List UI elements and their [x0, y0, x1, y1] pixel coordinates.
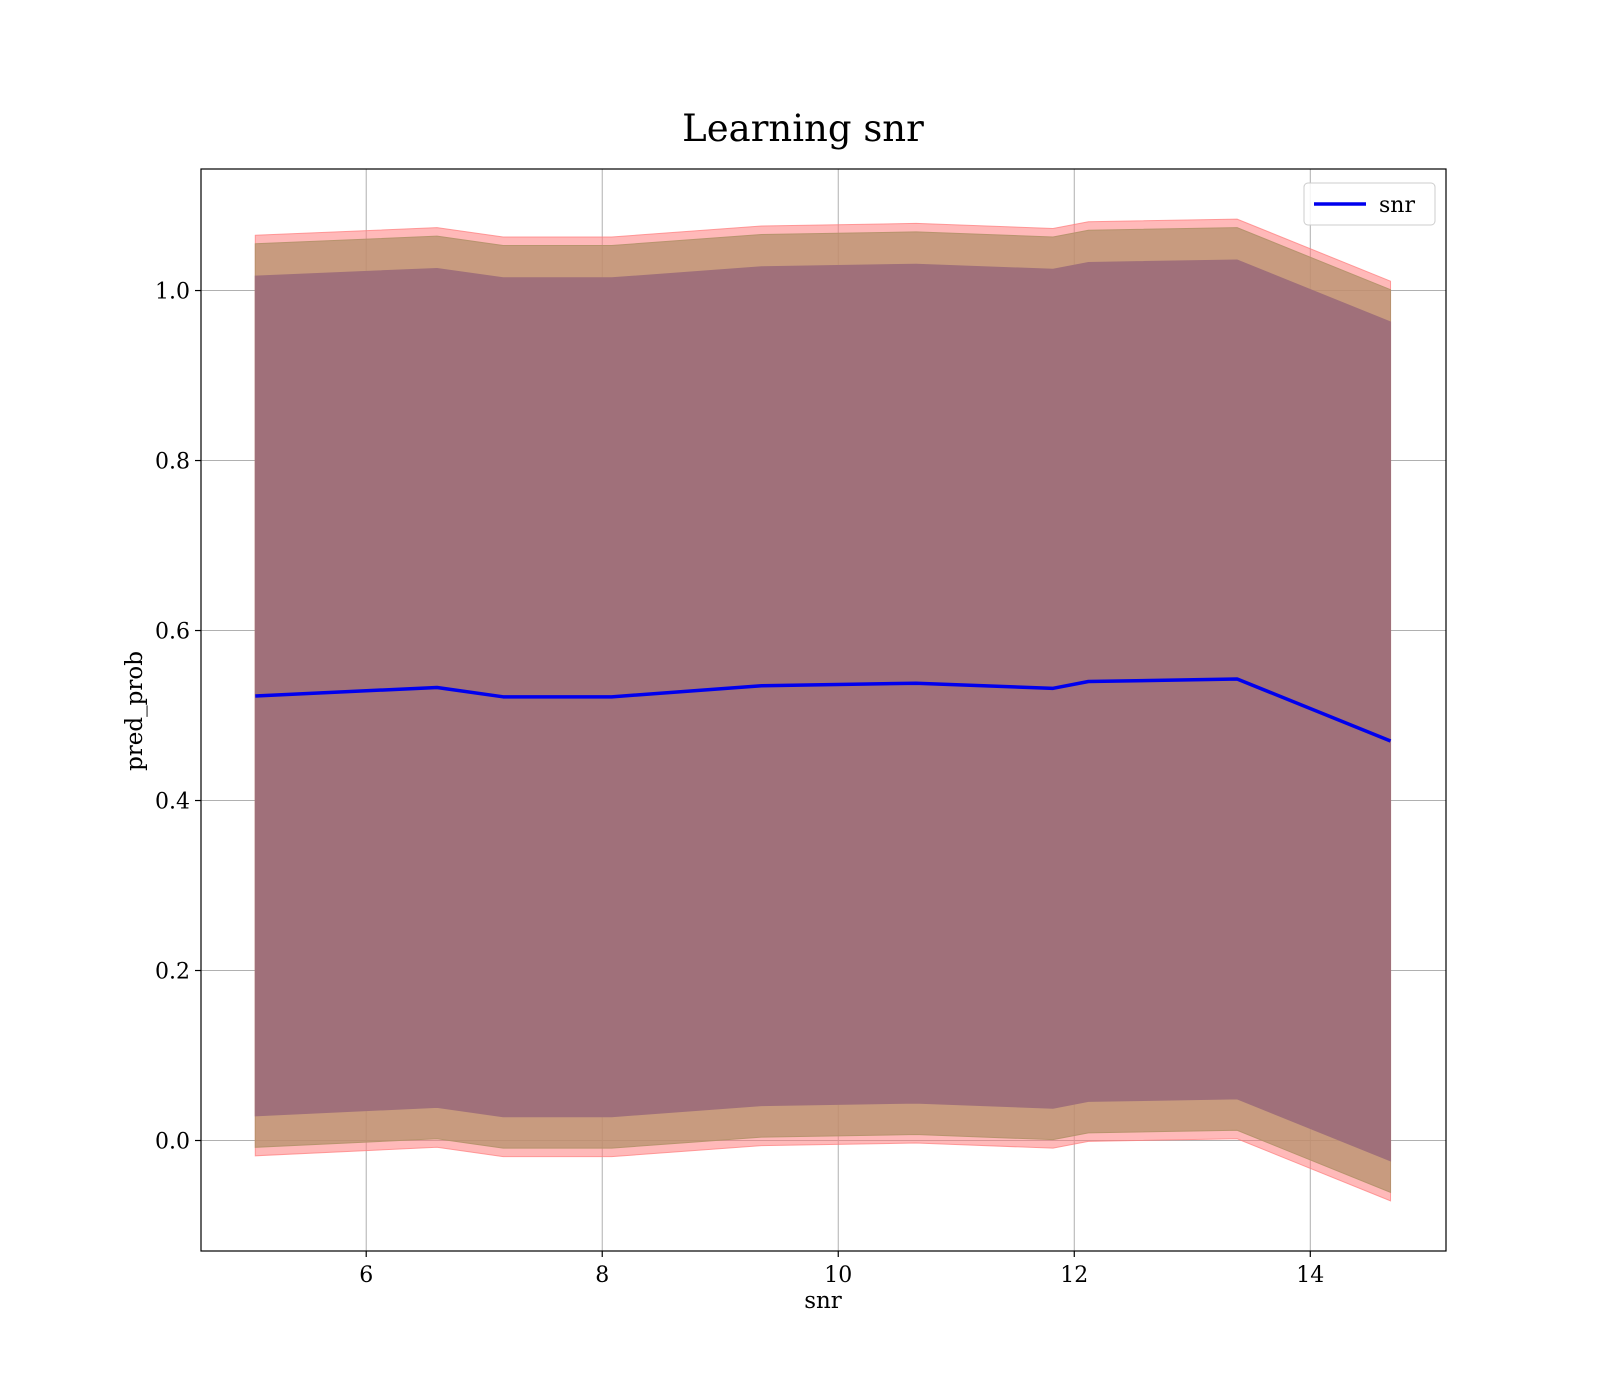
- y-tick-label-1: 0.2: [155, 960, 190, 985]
- confidence-band-2: [254, 259, 1392, 1162]
- y-tick-label-5: 1.0: [155, 280, 190, 305]
- legend-label-snr: snr: [1379, 193, 1415, 218]
- y-tick-label-3: 0.6: [155, 620, 190, 645]
- x-axis-ticks: 6 8 10 12 14: [359, 1251, 1324, 1288]
- x-tick-label-3: 12: [1060, 1263, 1088, 1288]
- x-tick-label-1: 8: [595, 1263, 609, 1288]
- x-tick-label-0: 6: [359, 1263, 373, 1288]
- y-tick-label-0: 0.0: [155, 1130, 190, 1155]
- chart-title: Learning snr: [682, 107, 924, 150]
- x-tick-label-4: 14: [1296, 1263, 1324, 1288]
- series-layer: [255, 677, 1392, 743]
- y-axis-ticks: 0.0 0.2 0.4 0.6 0.8 1.0: [155, 280, 201, 1155]
- x-tick-label-2: 10: [824, 1263, 852, 1288]
- legend: snr: [1303, 182, 1436, 226]
- y-tick-label-4: 0.8: [155, 450, 190, 475]
- x-axis-label: snr: [804, 1288, 842, 1314]
- bands-layer: [254, 218, 1392, 1202]
- legend-box: [1303, 182, 1436, 226]
- y-axis-label: pred_prob: [122, 651, 148, 771]
- series-line-snr: [255, 677, 1392, 743]
- axes-frame: [200, 168, 1447, 1252]
- y-tick-label-2: 0.4: [155, 790, 190, 815]
